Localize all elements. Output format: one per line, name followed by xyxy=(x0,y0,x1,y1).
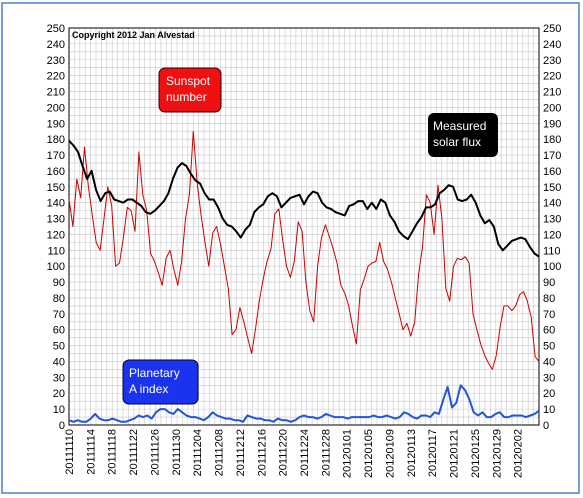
y-tick-label-right: 90 xyxy=(543,277,555,289)
series-line-planetary-a-index xyxy=(68,384,540,423)
y-tick-label-right: 120 xyxy=(543,229,561,241)
x-tick-label: 20120121 xyxy=(449,429,461,478)
y-tick-label-right: 250 xyxy=(543,23,561,35)
y-tick-label-left: 120 xyxy=(47,229,65,241)
y-tick-label-left: 20 xyxy=(53,388,65,400)
y-tick-label-right: 10 xyxy=(543,404,555,416)
y-axis-left: 0 10 20 30 40 50 60 70 80 90 100 110 120 130 140 150 160… xyxy=(47,23,65,432)
y-tick-label-right: 220 xyxy=(543,71,561,83)
y-tick-label-right: 40 xyxy=(543,356,555,368)
x-tick-label: 20111122 xyxy=(128,429,140,476)
y-tick-label-left: 250 xyxy=(47,23,65,35)
y-tick-label-left: 70 xyxy=(53,309,65,321)
x-tick-label: 20111228 xyxy=(320,429,332,476)
y-tick-label-right: 110 xyxy=(543,245,561,257)
y-tick-label-left: 90 xyxy=(53,277,65,289)
y-tick-label-left: 190 xyxy=(47,118,65,130)
y-tick-label-right: 160 xyxy=(543,166,561,178)
legend-aindex-line2: A index xyxy=(129,382,168,396)
y-tick-label-right: 150 xyxy=(543,182,561,194)
y-tick-label-left: 100 xyxy=(47,261,65,273)
y-tick-label-left: 0 xyxy=(59,420,65,432)
series-line-sunspot-number xyxy=(68,130,540,370)
y-tick-label-left: 110 xyxy=(47,245,65,257)
y-tick-label-left: 140 xyxy=(47,198,65,210)
y-tick-label-right: 70 xyxy=(543,309,555,321)
x-tick-label: 20111126 xyxy=(149,429,161,476)
x-tick-label: 20111224 xyxy=(299,429,311,476)
x-tick-label: 20120101 xyxy=(342,429,354,478)
legend-a-index: Planetary A index xyxy=(122,359,199,405)
x-axis: 20111110 20111114 20111118 20111122 20111126… xyxy=(64,429,525,478)
x-tick-label: 20120129 xyxy=(491,429,503,478)
y-tick-label-left: 220 xyxy=(47,71,65,83)
y-tick-label-left: 210 xyxy=(47,87,65,99)
y-tick-label-left: 40 xyxy=(53,356,65,368)
y-tick-label-left: 60 xyxy=(53,325,65,337)
y-tick-label-right: 130 xyxy=(543,214,561,226)
y-tick-label-left: 200 xyxy=(47,102,65,114)
y-tick-label-left: 150 xyxy=(47,182,65,194)
x-tick-label: 20120117 xyxy=(427,429,439,477)
y-tick-label-right: 240 xyxy=(543,39,561,51)
x-tick-label: 20111208 xyxy=(214,429,226,476)
y-tick-label-left: 50 xyxy=(53,341,65,353)
y-tick-label-right: 210 xyxy=(543,87,561,99)
y-tick-label-left: 80 xyxy=(53,293,65,305)
x-tick-label: 20111212 xyxy=(235,429,247,476)
x-tick-label: 20111130 xyxy=(171,429,183,476)
y-tick-label-right: 80 xyxy=(543,293,555,305)
y-tick-label-right: 200 xyxy=(543,102,561,114)
legend-sunspot: Sunspot number xyxy=(158,67,222,113)
legend-aindex-line1: Planetary xyxy=(129,366,180,380)
series-line-measured-solar-flux xyxy=(68,140,540,258)
x-tick-label: 20120113 xyxy=(406,429,418,477)
x-tick-label: 20111216 xyxy=(256,429,268,476)
series-lines xyxy=(68,130,540,423)
legend-sunspot-line1: Sunspot xyxy=(166,74,211,88)
y-tick-label-right: 190 xyxy=(543,118,561,130)
x-tick-label: 20120105 xyxy=(363,429,375,478)
y-tick-label-left: 130 xyxy=(47,214,65,226)
y-axis-right: 0 10 20 30 40 50 60 70 80 90 100 110 120 130 140 150 160… xyxy=(543,23,561,432)
copyright-text: Copyright 2012 Jan Alvestad xyxy=(72,30,195,40)
y-tick-label-right: 230 xyxy=(543,55,561,67)
y-tick-label-right: 60 xyxy=(543,325,555,337)
x-tick-label: 20120202 xyxy=(513,429,525,478)
y-tick-label-left: 230 xyxy=(47,55,65,67)
y-tick-label-left: 180 xyxy=(47,134,65,146)
plot-border xyxy=(68,27,540,426)
x-tick-label: 20111220 xyxy=(278,429,290,476)
y-tick-label-left: 160 xyxy=(47,166,65,178)
y-tick-label-right: 140 xyxy=(543,198,561,210)
legend-flux-line1: Measured xyxy=(433,119,486,133)
y-tick-label-left: 170 xyxy=(47,150,65,162)
y-tick-label-left: 30 xyxy=(53,372,65,384)
y-tick-label-right: 0 xyxy=(543,420,549,432)
y-tick-label-right: 50 xyxy=(543,341,555,353)
x-tick-label: 20111114 xyxy=(85,429,97,475)
x-tick-label: 20111118 xyxy=(107,429,119,475)
legend-solar-flux: Measured solar flux xyxy=(428,113,498,157)
y-tick-label-left: 240 xyxy=(47,39,65,51)
legend-sunspot-line2: number xyxy=(166,90,207,104)
y-tick-label-right: 170 xyxy=(543,150,561,162)
y-tick-label-right: 30 xyxy=(543,372,555,384)
x-tick-label: 20120125 xyxy=(470,429,482,478)
x-tick-label: 20111204 xyxy=(192,429,204,476)
y-tick-label-right: 20 xyxy=(543,388,555,400)
y-tick-label-left: 10 xyxy=(53,404,65,416)
y-tick-label-right: 100 xyxy=(543,261,561,273)
legend-flux-line2: solar flux xyxy=(433,135,481,149)
x-tick-label: 20120109 xyxy=(384,429,396,478)
y-tick-label-right: 180 xyxy=(543,134,561,146)
x-tick-label: 20111110 xyxy=(64,429,76,475)
